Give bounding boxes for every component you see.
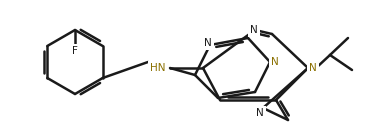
- Text: HN: HN: [150, 63, 166, 73]
- Text: N: N: [309, 63, 317, 73]
- Text: N: N: [204, 38, 212, 48]
- Text: F: F: [72, 46, 78, 56]
- Text: N: N: [250, 25, 258, 35]
- Text: N: N: [256, 108, 264, 118]
- Text: N: N: [271, 57, 279, 67]
